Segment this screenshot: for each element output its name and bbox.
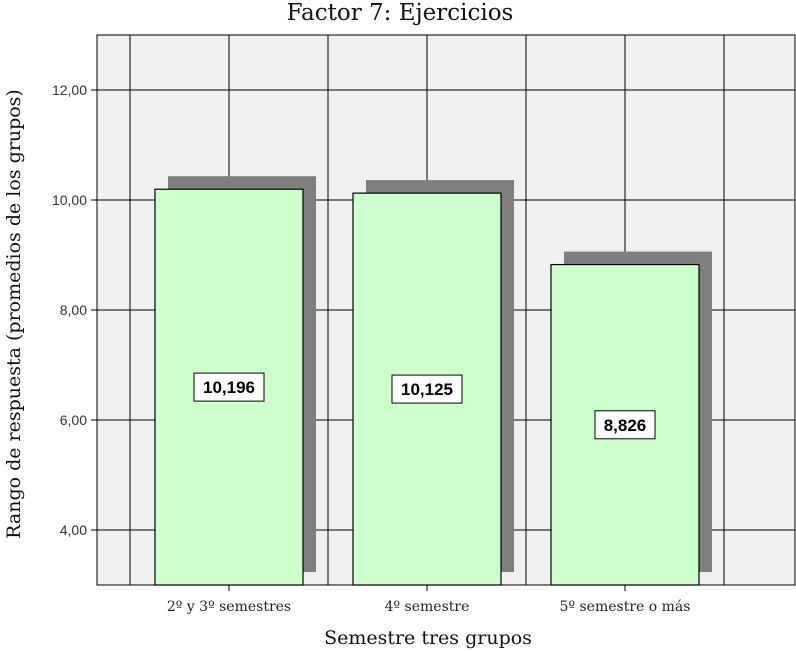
x-axis-categories: 2º y 3º semestres 4º semestre 5º semestre … xyxy=(167,585,691,615)
data-label: 10,196 xyxy=(203,378,255,397)
x-category-label: 5º semestre o más xyxy=(560,599,691,615)
x-category-label: 4º semestre xyxy=(385,599,470,615)
bars-group: 10,196 10,125 8,826 xyxy=(154,176,712,586)
data-label-box xyxy=(594,410,656,440)
data-label: 10,125 xyxy=(401,380,453,399)
data-label-box xyxy=(193,372,265,402)
x-axis-title: Semestre tres grupos xyxy=(324,627,532,649)
y-tick-label: 8,00 xyxy=(60,302,87,318)
data-label: 8,826 xyxy=(604,416,647,435)
x-category-label: 2º y 3º semestres xyxy=(167,599,291,615)
y-tick-label: 12,00 xyxy=(52,82,87,98)
chart-title: Factor 7: Ejercicios xyxy=(287,0,514,26)
y-tick-label: 4,00 xyxy=(60,522,87,538)
y-tick-label: 10,00 xyxy=(52,192,87,208)
y-axis-ticks: 4,00 6,00 8,00 10,00 12,00 xyxy=(52,82,97,538)
y-tick-label: 6,00 xyxy=(60,412,87,428)
data-label-box xyxy=(391,374,463,404)
y-axis-title: Rango de respuesta (promedios de los gru… xyxy=(3,89,25,539)
